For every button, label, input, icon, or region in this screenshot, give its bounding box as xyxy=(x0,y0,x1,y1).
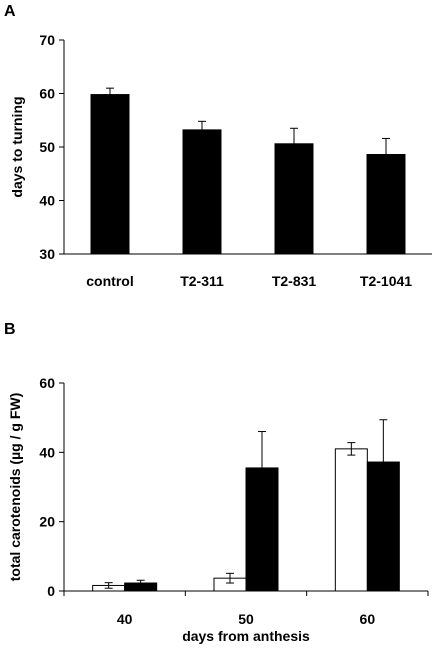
panel-b: B total carotenoids (µg / g FW) days fro… xyxy=(4,321,429,644)
x-tick-label: 50 xyxy=(238,611,254,627)
panel-a-letter: A xyxy=(4,3,16,20)
bar xyxy=(182,129,222,255)
bar xyxy=(334,448,368,592)
y-tick-label: 40 xyxy=(39,444,55,460)
x-tick-label: T2-311 xyxy=(180,273,224,289)
panel-b-axes: 0 20 40 60 40 50 60 xyxy=(39,375,429,627)
panel-a-y-axis-label: days to turning xyxy=(9,96,25,197)
x-tick-label: T2-831 xyxy=(272,273,317,289)
bar xyxy=(366,153,406,255)
y-tick-label: 0 xyxy=(47,583,55,599)
y-tick-label: 70 xyxy=(39,32,55,48)
panel-a-bars xyxy=(90,87,406,255)
x-tick-label: T2-1041 xyxy=(360,273,412,289)
x-tick-label: 60 xyxy=(360,611,376,627)
panel-a-axes: 30 40 50 60 70 control T2-311 T2-831 T2-1041 xyxy=(39,32,432,289)
y-tick-label: 60 xyxy=(39,86,55,102)
bar xyxy=(274,143,314,255)
bar xyxy=(90,94,130,255)
panel-b-letter: B xyxy=(4,321,16,338)
x-tick-label: control xyxy=(86,273,133,289)
y-tick-label: 30 xyxy=(39,246,55,262)
panel-b-bars xyxy=(92,419,400,592)
y-tick-label: 20 xyxy=(39,514,55,530)
y-tick-label: 40 xyxy=(39,193,55,209)
y-tick-label: 50 xyxy=(39,139,55,155)
x-tick-label: 40 xyxy=(117,611,133,627)
panel-b-x-axis-label: days from anthesis xyxy=(182,628,310,644)
y-tick-label: 60 xyxy=(39,375,55,391)
panel-b-y-axis-label: total carotenoids (µg / g FW) xyxy=(7,393,23,582)
panel-a: A days to turning 30 40 50 60 70 control T2-31… xyxy=(4,3,432,289)
